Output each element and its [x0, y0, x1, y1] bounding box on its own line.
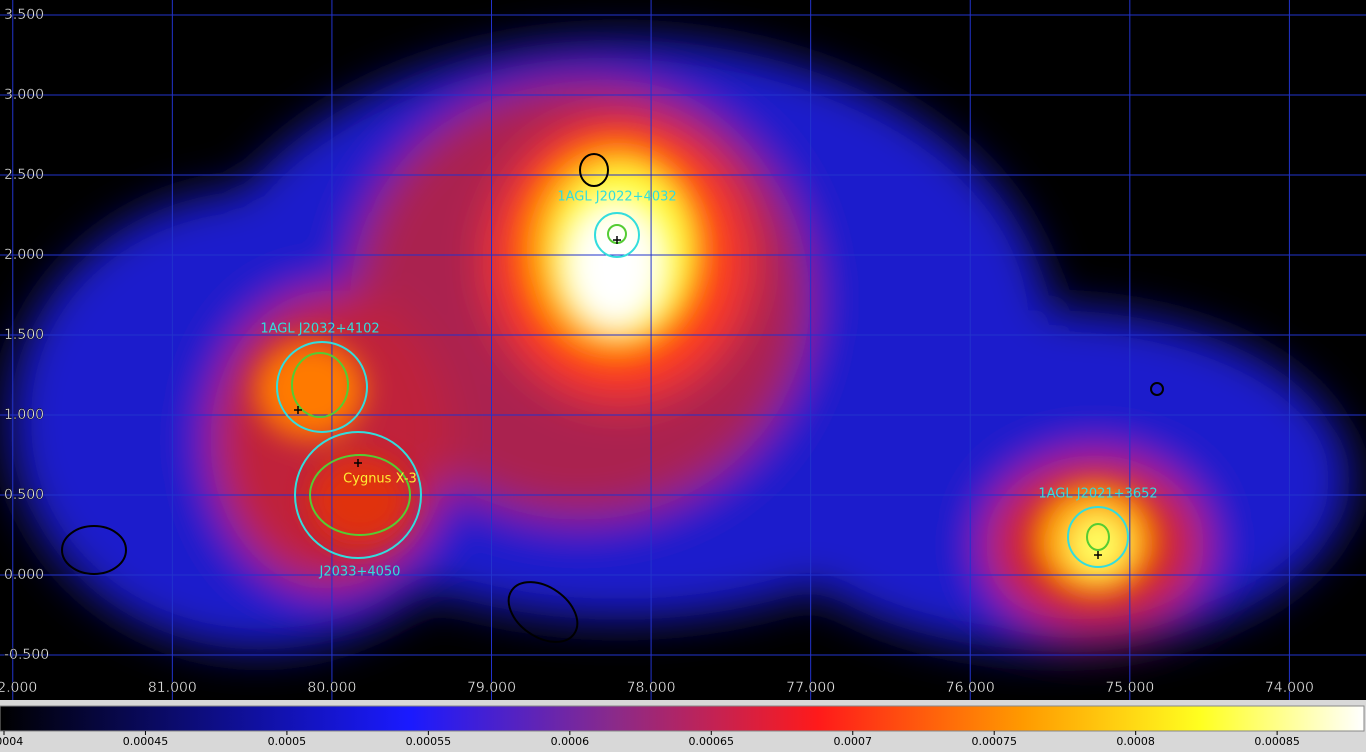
colorbar-label: 0.00055: [406, 735, 452, 748]
source-label: 1AGL J2032+4102: [260, 322, 379, 337]
region-circle: [594, 212, 640, 258]
x-tick-label: 80.000: [307, 680, 356, 696]
source-label: Cygnus X-3: [343, 472, 417, 487]
axis-labels: 82.000 81.000 80.000 79.000 78.000 77.000 76.0…: [0, 7, 1314, 696]
y-tick-label: 0.000: [4, 567, 44, 583]
colorbar-label: 0.0004: [0, 735, 23, 748]
colorbar-label: 0.0005: [268, 735, 307, 748]
contour: [1086, 523, 1110, 551]
source-label: 1AGL J2021+3652: [1038, 487, 1157, 502]
x-tick-label: 82.000: [0, 680, 37, 696]
error-ellipse: [579, 153, 609, 187]
source-labels: 1AGL J2022+4032 1AGL J2032+4102 Cygnus X-3…: [260, 190, 1157, 580]
y-tick-label: 1.000: [4, 407, 44, 423]
y-tick-label: 0.500: [4, 487, 44, 503]
contour: [309, 454, 411, 536]
colorbar-label: 0.00085: [1254, 735, 1300, 748]
emission-core: [255, 140, 1155, 595]
grid: [0, 0, 1366, 700]
source-label: 1AGL J2022+4032: [557, 190, 676, 205]
colorbar-label: 0.0006: [551, 735, 590, 748]
region-circle: [1067, 506, 1129, 568]
x-tick-label: 81.000: [148, 680, 197, 696]
colorbar-label: 0.00065: [689, 735, 735, 748]
error-ellipse: [507, 581, 579, 643]
x-tick-label: 79.000: [467, 680, 516, 696]
image: 1AGL J2022+4032 1AGL J2032+4102 Cygnus X-3…: [0, 0, 1366, 700]
colorbar-label: 0.0008: [1116, 735, 1155, 748]
y-tick-label: 1.500: [4, 327, 44, 343]
colorbar: [0, 705, 1365, 732]
colorbar-label: 0.00045: [123, 735, 169, 748]
x-tick-label: 75.000: [1105, 680, 1154, 696]
source-label: J2033+4050: [319, 565, 401, 580]
colorbar-label: 0.00075: [971, 735, 1017, 748]
y-tick-label: 2.500: [4, 167, 44, 183]
error-ellipse: [1150, 382, 1164, 396]
y-tick-label: -0.500: [4, 647, 49, 663]
y-tick-label: 3.500: [4, 7, 44, 23]
source-marker: [294, 236, 1102, 559]
colorbar-label: 0.0007: [834, 735, 873, 748]
region-circle: [294, 431, 422, 559]
x-tick-label: 74.000: [1265, 680, 1314, 696]
x-tick-label: 77.000: [786, 680, 835, 696]
region-circle: [276, 341, 368, 433]
colorbar-labels: 0.0004 0.00045 0.0005 0.00055 0.0006 0.00065 0…: [0, 731, 1300, 748]
contour: [291, 352, 349, 418]
error-ellipse: [61, 525, 127, 575]
regions: [61, 153, 1164, 643]
y-tick-label: 2.000: [4, 247, 44, 263]
y-tick-label: 3.000: [4, 87, 44, 103]
x-tick-label: 76.000: [946, 680, 995, 696]
x-tick-label: 78.000: [627, 680, 676, 696]
